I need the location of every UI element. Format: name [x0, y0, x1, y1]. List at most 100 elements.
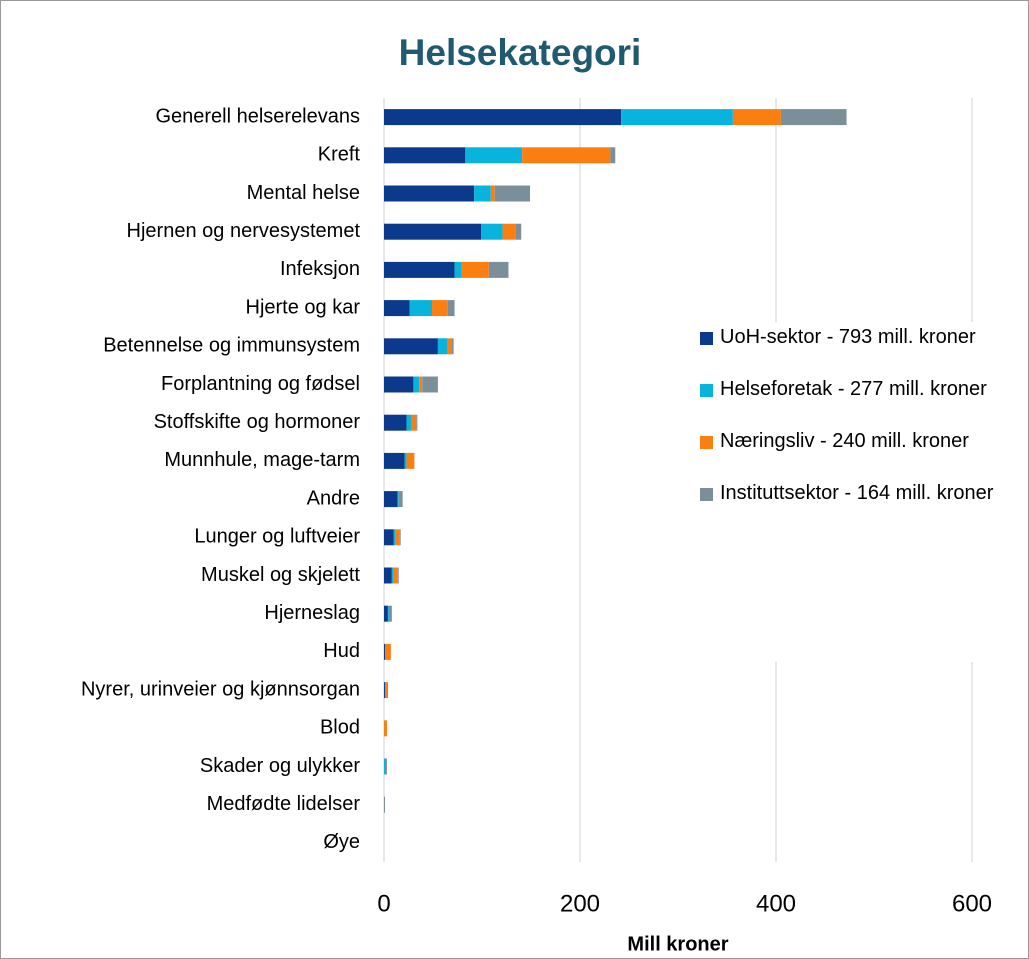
bar-segment	[732, 109, 781, 126]
legend-item: Næringsliv - 240 mill. kroner	[700, 426, 1000, 456]
bar-segment	[397, 567, 399, 584]
bar-segment	[384, 376, 414, 393]
bar-segment	[406, 414, 412, 431]
bar-segment	[384, 414, 407, 431]
bar-segment	[437, 338, 448, 355]
bar-segment	[391, 567, 394, 584]
bar-segment	[411, 414, 417, 431]
bar-segment	[780, 109, 847, 126]
y-tick-label: Blod	[320, 717, 360, 739]
bar-segment	[387, 605, 389, 622]
y-tick-label: Infeksjon	[280, 258, 360, 280]
x-axis-title: Mill kroner	[627, 933, 728, 955]
y-tick-label: Generell helserelevans	[155, 105, 360, 127]
bar-segment	[393, 529, 396, 546]
bar-segment	[388, 605, 392, 622]
bar-segment	[413, 376, 420, 393]
x-tick-label: 0	[377, 890, 390, 917]
bar-segment	[432, 300, 448, 317]
y-tick-label: Kreft	[318, 144, 361, 166]
bar-segment	[384, 147, 466, 164]
bar-segment	[474, 185, 491, 202]
bar-segment	[447, 338, 452, 355]
y-tick-label: Forplantning og fødsel	[161, 373, 360, 395]
bar-segment	[461, 261, 489, 278]
y-tick-label: Stoffskifte og hormoner	[154, 411, 361, 433]
y-tick-label: Mental helse	[247, 182, 360, 204]
legend-item: Instituttsektor - 164 mill. kroner	[700, 478, 1000, 508]
legend-swatch	[700, 436, 713, 449]
bar-segment	[384, 300, 410, 317]
bar-segment	[451, 338, 454, 355]
bar-segment	[488, 261, 509, 278]
bar-segment	[522, 147, 611, 164]
bar-segment	[385, 758, 387, 775]
bar-segment	[384, 185, 475, 202]
bar-segment	[395, 529, 400, 546]
y-tick-label: Lunger og luftveier	[194, 526, 360, 548]
legend-swatch	[700, 488, 713, 501]
x-tick-label: 400	[756, 890, 796, 917]
y-tick-label: Hud	[323, 640, 360, 662]
y-tick-label: Munnhule, mage-tarm	[164, 449, 360, 471]
y-tick-label: Betennelse og immunsystem	[103, 335, 360, 357]
bar-segment	[409, 300, 433, 317]
bar-segment	[384, 261, 455, 278]
bar-segment	[384, 758, 386, 775]
chart-title: Helsekategori	[399, 32, 642, 73]
bar-segment	[384, 223, 482, 240]
y-tick-label: Skader og ulykker	[200, 755, 360, 777]
bar-segment	[490, 185, 495, 202]
bar-segment	[384, 109, 622, 126]
bar-segment	[481, 223, 503, 240]
bar-segment	[386, 682, 388, 699]
bar-segment	[384, 720, 387, 737]
bar-segment	[465, 147, 523, 164]
y-tick-label: Medfødte lidelser	[207, 793, 361, 815]
legend-swatch	[700, 384, 713, 397]
bar-segment	[384, 682, 387, 699]
bar-segment	[384, 605, 388, 622]
bar-segment	[406, 452, 415, 469]
x-tick-label: 200	[560, 890, 600, 917]
bar-segment	[502, 223, 516, 240]
legend: UoH-sektor - 793 mill. kroner Helseforeta…	[700, 322, 1000, 662]
x-tick-label: 600	[952, 890, 992, 917]
bar-segment	[422, 376, 438, 393]
bar-segment	[384, 682, 385, 699]
bar-segment	[384, 338, 438, 355]
bar-segment	[494, 185, 531, 202]
bar-segment	[384, 796, 385, 813]
bar-segment	[397, 491, 399, 508]
bar-segment	[416, 414, 418, 431]
bar-segment	[621, 109, 733, 126]
legend-item: UoH-sektor - 793 mill. kroner	[700, 322, 1000, 352]
bar-segment	[384, 643, 391, 660]
bar-segment	[384, 452, 405, 469]
y-tick-label: Hjerte og kar	[246, 296, 361, 318]
bar-segment	[447, 300, 455, 317]
y-tick-label: Muskel og skjelett	[201, 564, 360, 586]
bar-segment	[384, 567, 392, 584]
bar-segment	[384, 529, 394, 546]
y-tick-label: Nyrer, urinveier og kjønnsorgan	[81, 678, 360, 700]
bar-segment	[399, 529, 401, 546]
bar-segment	[384, 491, 398, 508]
y-tick-label: Hjernen og nervesystemet	[127, 220, 361, 242]
bar-segment	[384, 643, 385, 660]
legend-item: Helseforetak - 277 mill. kroner	[700, 374, 1000, 404]
legend-label: Helseforetak - 277 mill. kroner	[720, 378, 987, 400]
bar-segment	[419, 376, 423, 393]
bar-segment	[610, 147, 616, 164]
legend-swatch	[700, 332, 713, 345]
y-tick-label: Øye	[323, 831, 360, 853]
bar-segment	[404, 452, 407, 469]
bar-segment	[515, 223, 522, 240]
bar-segment	[398, 491, 403, 508]
legend-label: UoH-sektor - 793 mill. kroner	[720, 326, 976, 348]
y-tick-label: Andre	[307, 487, 360, 509]
legend-label: Instituttsektor - 164 mill. kroner	[720, 482, 994, 504]
legend-label: Næringsliv - 240 mill. kroner	[720, 430, 969, 452]
bar-segment	[393, 567, 398, 584]
